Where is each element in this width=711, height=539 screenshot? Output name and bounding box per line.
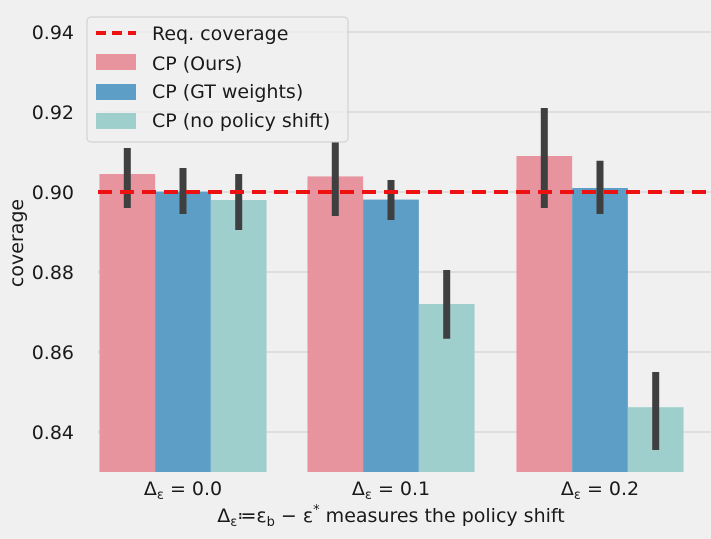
- bar-cp-gt-weights: [155, 191, 211, 472]
- x-axis-label-delta-sub: ε: [230, 515, 237, 530]
- bar-cp-ours: [516, 156, 573, 472]
- y-tick-label: 0.84: [32, 422, 74, 444]
- x-axis-label-eps-b: ≔ε: [237, 505, 266, 527]
- x-axis-label-star-sup: *: [313, 503, 320, 518]
- legend-label-req-coverage: Req. coverage: [152, 23, 288, 45]
- legend-label-cp-ours: CP (Ours): [152, 53, 242, 75]
- y-tick-label: 0.94: [32, 22, 74, 44]
- legend: Req. coverage CP (Ours) CP (GT weights) …: [86, 16, 349, 143]
- x-axis-label-b-sub: b: [267, 515, 275, 530]
- x-tick-label: Δε = 0.1: [352, 478, 430, 503]
- legend-label-cp-no-policy-shift: CP (no policy shift): [152, 110, 330, 132]
- legend-frame: [86, 16, 349, 143]
- y-tick-label: 0.90: [32, 182, 74, 204]
- x-tick-labels: Δε = 0.0 Δε = 0.1 Δε = 0.2: [144, 478, 639, 503]
- bar-cp-gt-weights: [363, 199, 419, 472]
- bar-cp-ours: [99, 174, 156, 472]
- bars-layer: [99, 156, 684, 472]
- x-tick-label: Δε = 0.0: [144, 478, 222, 503]
- bar-cp-ours: [307, 176, 364, 472]
- y-tick-label: 0.88: [32, 262, 74, 284]
- x-axis-label-minus-eps: − ε: [275, 505, 313, 527]
- legend-swatch-cp-no-policy-shift: [96, 113, 136, 129]
- x-axis-label: Δε≔εb − ε* measures the policy shift: [217, 503, 564, 530]
- bar-cp-gt-weights: [572, 188, 628, 472]
- x-tick-label: Δε = 0.2: [561, 478, 639, 503]
- y-tick-label: 0.86: [32, 342, 74, 364]
- legend-swatch-cp-ours: [96, 54, 136, 70]
- y-axis-label: coverage: [6, 199, 28, 287]
- legend-label-cp-gt-weights: CP (GT weights): [152, 81, 303, 103]
- x-axis-label-delta: Δ: [217, 505, 230, 527]
- y-tick-label: 0.92: [32, 102, 74, 124]
- legend-swatch-cp-gt-weights: [96, 84, 136, 100]
- y-tick-labels: 0.84 0.86 0.88 0.90 0.92 0.94: [32, 22, 74, 444]
- bar-cp-no-policy-shift: [210, 200, 267, 472]
- x-axis-label-rest: measures the policy shift: [320, 505, 565, 527]
